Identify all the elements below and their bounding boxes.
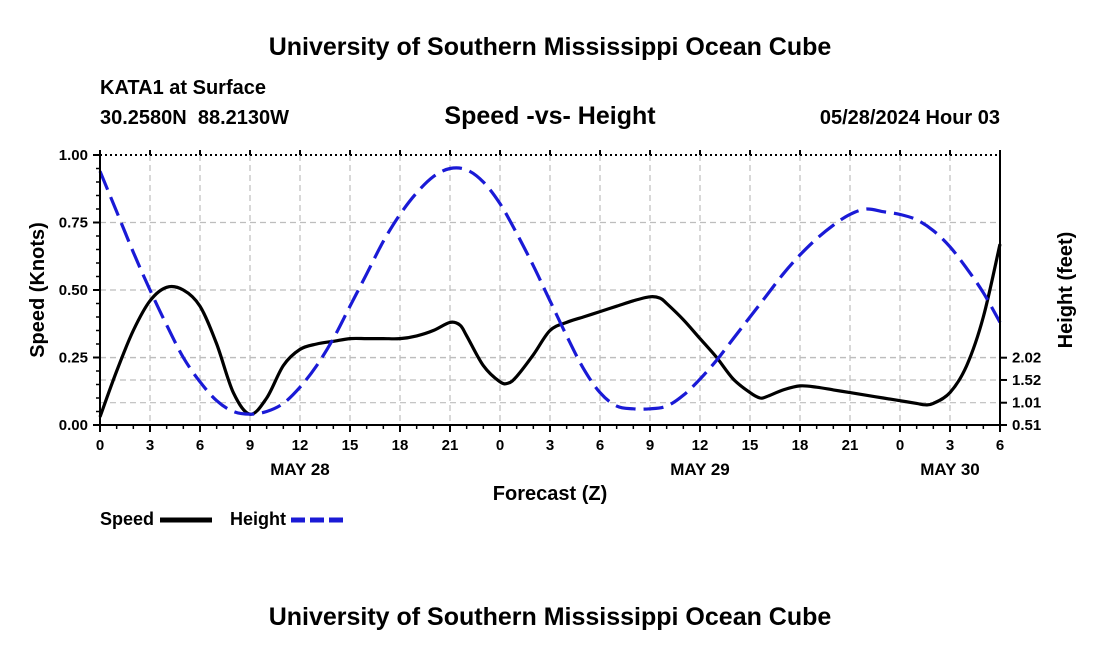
y-tick-label: 1.00 <box>59 147 88 164</box>
y-tick-label: 0.75 <box>59 215 88 232</box>
x-tick-label: 12 <box>692 437 709 454</box>
day-label: MAY 30 <box>920 460 980 479</box>
day-label: MAY 28 <box>270 460 330 479</box>
grid <box>100 155 1000 426</box>
y2-tick-label: 0.51 <box>1012 417 1041 434</box>
x-tick-label: 9 <box>646 437 654 454</box>
x-tick-label: 0 <box>896 437 904 454</box>
y-tick-label: 0.25 <box>59 350 88 367</box>
chart-title: Speed -vs- Height <box>444 102 656 130</box>
x-tick-label: 15 <box>742 437 759 454</box>
height-series-line <box>98 166 1002 416</box>
x-tick-label: 3 <box>546 437 554 454</box>
coords-label: 30.2580N 88.2130W <box>100 107 289 129</box>
date-label: 05/28/2024 Hour 03 <box>820 107 1000 129</box>
x-tick-label: 6 <box>196 437 204 454</box>
x-tick-label: 3 <box>946 437 954 454</box>
x-tick-label: 18 <box>392 437 409 454</box>
x-tick-label: 6 <box>996 437 1004 454</box>
x-tick-label: 9 <box>246 437 254 454</box>
speed-series-line <box>98 243 1002 418</box>
page-title: University of Southern Mississippi Ocean… <box>269 33 832 61</box>
x-tick-label: 15 <box>342 437 359 454</box>
station-label: KATA1 at Surface <box>100 77 266 99</box>
axes <box>93 150 1007 432</box>
legend: Speed Height <box>100 509 343 529</box>
y2-axis-title: Height (feet) <box>1055 232 1077 349</box>
tick-labels: 0 3 6 9 12 15 18 21 0 3 6 9 12 15 18 21 0 3 6 MAY 28 MAY 29 M… <box>59 147 1041 479</box>
x-tick-label: 0 <box>96 437 104 454</box>
x-tick-label: 18 <box>792 437 809 454</box>
y-axis-title: Speed (Knots) <box>27 222 49 358</box>
legend-height-label: Height <box>230 509 286 529</box>
y-tick-label: 0.50 <box>59 282 88 299</box>
y-tick-label: 0.00 <box>59 417 88 434</box>
x-tick-label: 21 <box>842 437 859 454</box>
y2-tick-label: 1.52 <box>1012 372 1041 389</box>
footer-title: University of Southern Mississippi Ocean… <box>269 603 832 631</box>
day-label: MAY 29 <box>670 460 730 479</box>
series-group <box>98 166 1002 418</box>
legend-speed-label: Speed <box>100 509 154 529</box>
y2-tick-label: 1.01 <box>1012 395 1041 412</box>
x-tick-label: 6 <box>596 437 604 454</box>
y2-tick-label: 2.02 <box>1012 350 1041 367</box>
x-tick-label: 21 <box>442 437 459 454</box>
x-axis-title: Forecast (Z) <box>493 483 607 505</box>
x-tick-label: 0 <box>496 437 504 454</box>
x-tick-label: 12 <box>292 437 309 454</box>
x-tick-label: 3 <box>146 437 154 454</box>
